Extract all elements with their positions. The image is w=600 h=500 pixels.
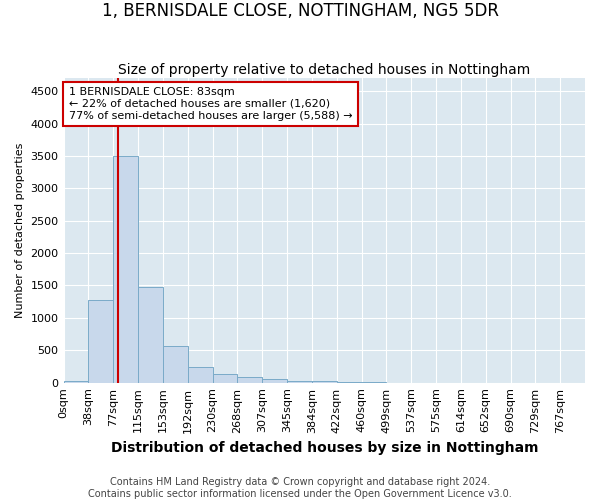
Bar (64, 380, 88, 382)
Bar (88, 300, 113, 382)
Bar (138, 287, 163, 382)
Bar (262, 379, 287, 382)
X-axis label: Distribution of detached houses by size in Nottingham: Distribution of detached houses by size … (110, 441, 538, 455)
Bar (287, 380, 312, 382)
Text: Contains HM Land Registry data © Crown copyright and database right 2024.
Contai: Contains HM Land Registry data © Crown c… (88, 478, 512, 499)
Bar (238, 378, 262, 382)
Bar (212, 374, 238, 382)
Bar (163, 346, 188, 383)
Bar (113, 156, 138, 382)
Text: 1 BERNISDALE CLOSE: 83sqm
← 22% of detached houses are smaller (1,620)
77% of se: 1 BERNISDALE CLOSE: 83sqm ← 22% of detac… (69, 88, 352, 120)
Text: 1, BERNISDALE CLOSE, NOTTINGHAM, NG5 5DR: 1, BERNISDALE CLOSE, NOTTINGHAM, NG5 5DR (101, 2, 499, 21)
Bar (188, 367, 212, 382)
Y-axis label: Number of detached properties: Number of detached properties (15, 142, 25, 318)
Title: Size of property relative to detached houses in Nottingham: Size of property relative to detached ho… (118, 63, 530, 77)
